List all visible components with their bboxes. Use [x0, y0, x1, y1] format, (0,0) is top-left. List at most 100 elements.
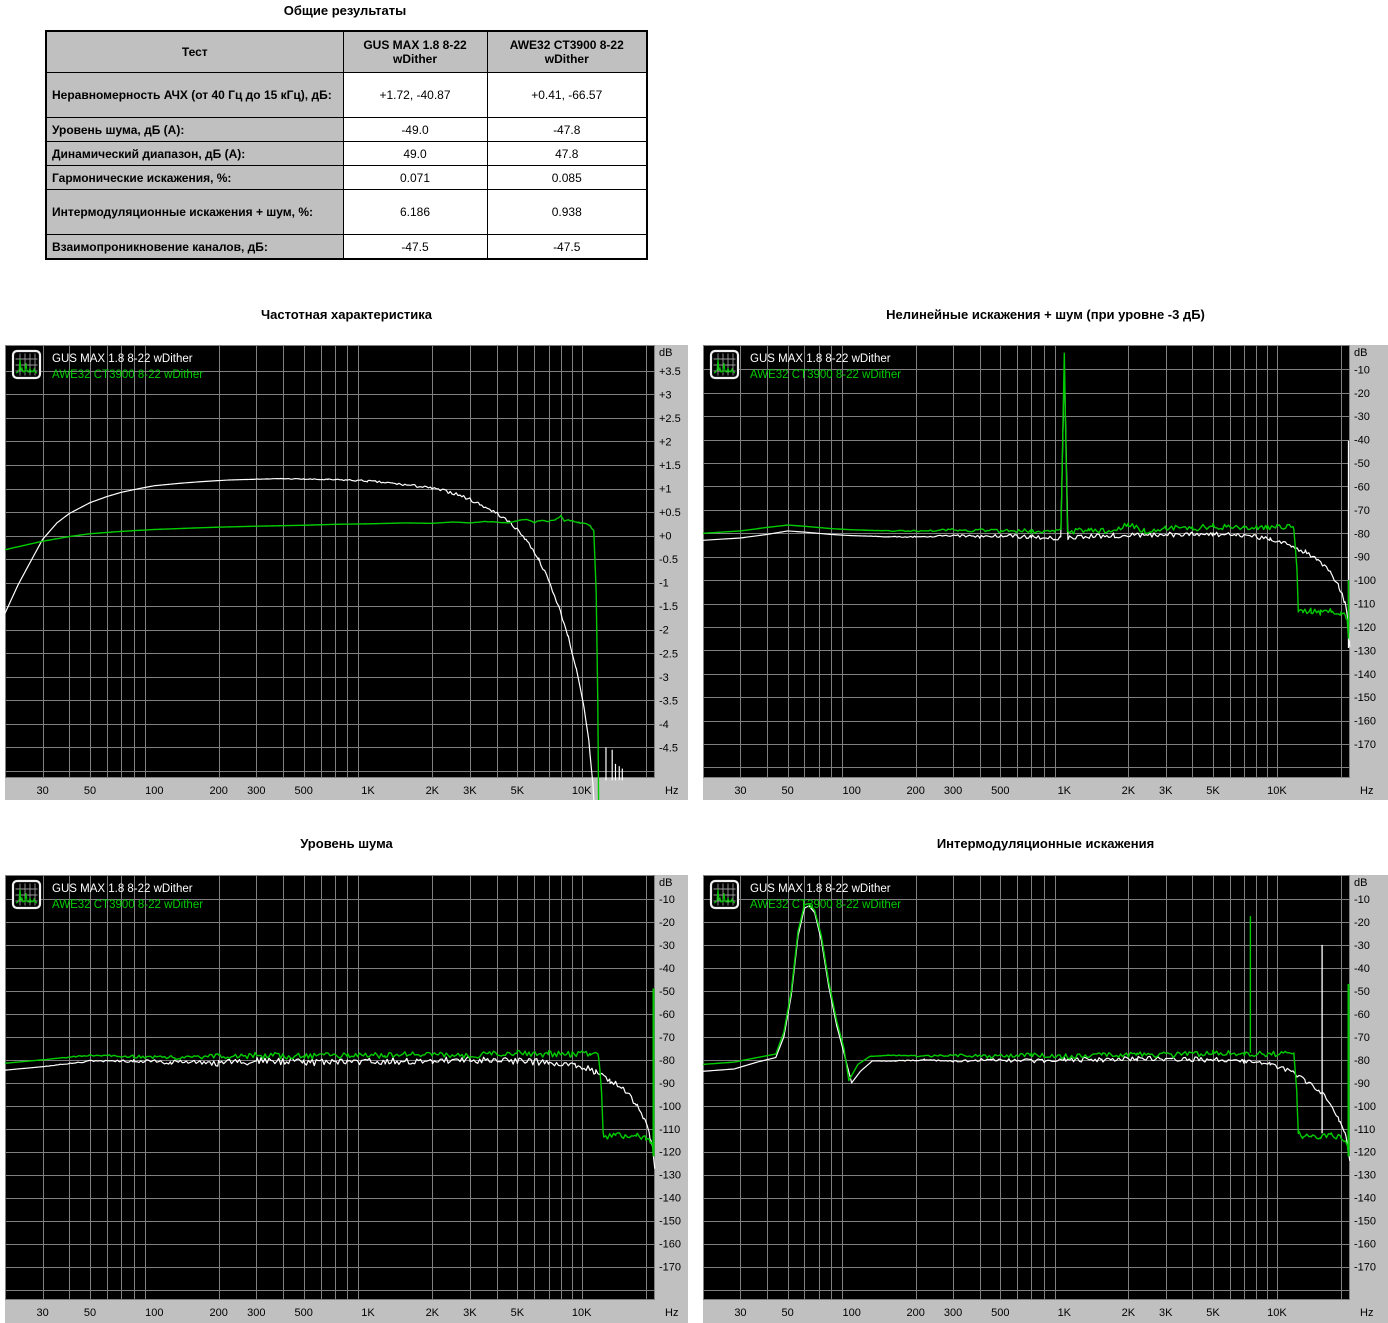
cell-value: -47.8	[486, 117, 648, 142]
x-tick-label: 3K	[1159, 785, 1173, 797]
cell-value: -49.0	[342, 117, 488, 142]
y-axis-gutter	[655, 345, 688, 800]
x-axis-unit-label: Hz	[1360, 785, 1373, 797]
legend-series-2-label: AWE32 CT3900 8-22 wDither	[750, 899, 901, 911]
y-tick-label: +3.5	[659, 366, 681, 378]
results-table: Тест GUS MAX 1.8 8-22 wDither AWE32 CT39…	[45, 30, 648, 260]
y-tick-label: -80	[1354, 1055, 1370, 1067]
x-tick-label: 200	[906, 1307, 924, 1319]
y-axis-unit-label: dB	[659, 877, 672, 889]
plot-area	[5, 345, 655, 778]
x-tick-label: 2K	[1122, 1307, 1136, 1319]
results-table-title: Общие результаты	[283, 3, 407, 18]
y-tick-label: -50	[1354, 458, 1370, 470]
chart-noise-level: GUS MAX 1.8 8-22 wDither AWE32 CT3900 8-2…	[4, 875, 688, 1323]
x-tick-label: 10K	[572, 1307, 592, 1319]
x-tick-label: 200	[209, 1307, 227, 1319]
cell-value: 0.085	[486, 165, 648, 190]
results-table-body: Неравномерность АЧХ (от 40 Гц до 15 кГц)…	[45, 72, 648, 260]
plot-area	[5, 875, 655, 1300]
y-tick-label: -20	[659, 917, 675, 929]
y-tick-label: +2.5	[659, 413, 681, 425]
legend: GUS MAX 1.8 8-22 wDither AWE32 CT3900 8-2…	[52, 353, 203, 381]
y-tick-label: -110	[1354, 1124, 1375, 1136]
x-tick-label: 300	[944, 1307, 962, 1319]
y-tick-label: +0.5	[659, 507, 681, 519]
y-tick-label: -2.5	[659, 648, 678, 660]
y-tick-label: -170	[1354, 739, 1376, 751]
grid-lines	[5, 875, 655, 1300]
y-tick-label: -90	[1354, 1078, 1370, 1090]
x-tick-label: 5K	[1206, 1307, 1220, 1319]
x-tick-label: 5K	[511, 1307, 525, 1319]
x-tick-label: 3K	[1159, 1307, 1173, 1319]
y-tick-label: -30	[659, 940, 675, 952]
legend-spectrum-icon	[11, 879, 42, 910]
y-axis-unit-label: dB	[1354, 347, 1367, 359]
x-tick-label: 300	[944, 785, 962, 797]
x-tick-label: 500	[294, 785, 312, 797]
x-axis-labels: 30 50 100 200 300 500 1K 2K 3K 5K 10K Hz	[36, 785, 678, 797]
x-tick-label: 30	[734, 1307, 746, 1319]
x-tick-label: 100	[842, 785, 860, 797]
y-tick-label: -4	[659, 719, 669, 731]
y-tick-label: +3	[659, 389, 672, 401]
row-label: Неравномерность АЧХ (от 40 Гц до 15 кГц)…	[45, 72, 344, 118]
y-tick-label: -50	[1354, 986, 1370, 998]
legend: GUS MAX 1.8 8-22 wDither AWE32 CT3900 8-2…	[750, 353, 901, 381]
x-axis-gutter	[5, 1300, 688, 1323]
x-tick-label: 500	[991, 1307, 1009, 1319]
table-row: Взаимопроникновение каналов, дБ: -47.5 -47…	[45, 234, 648, 260]
spectrum-plot-svg: GUS MAX 1.8 8-22 wDither AWE32 CT3900 8-2…	[702, 875, 1388, 1323]
y-tick-label: -40	[659, 963, 675, 975]
y-tick-label: -10	[659, 894, 675, 906]
table-row: Гармонические искажения, %: 0.071 0.085	[45, 165, 648, 190]
x-axis-unit-label: Hz	[665, 785, 678, 797]
x-axis-labels: 30 50 100 200 300 500 1K 2K 3K 5K 10K Hz	[734, 785, 1373, 797]
y-tick-label: +1.5	[659, 460, 681, 472]
y-tick-label: -120	[1354, 1147, 1376, 1159]
results-table-head: Тест GUS MAX 1.8 8-22 wDither AWE32 CT39…	[45, 30, 648, 73]
legend-spectrum-icon	[11, 349, 42, 380]
y-tick-label: -140	[659, 1193, 681, 1205]
y-tick-label: -40	[1354, 963, 1370, 975]
x-axis-gutter	[5, 778, 688, 800]
x-tick-label: 200	[209, 785, 227, 797]
x-tick-label: 10K	[1267, 785, 1287, 797]
series-curve-white	[4, 1056, 656, 1169]
chart-title-thd-noise: Нелинейные искажения + шум (при уровне -…	[886, 307, 1205, 322]
cell-value: +0.41, -66.57	[486, 72, 648, 118]
y-axis-labels: dB -10 -20 -30 -40 -50 -60 -70 -80 -90 -100 -110 -12…	[659, 877, 681, 1274]
y-tick-label: -80	[659, 1055, 675, 1067]
cell-value: 6.186	[342, 189, 488, 235]
y-tick-label: -170	[1354, 1262, 1376, 1274]
y-tick-label: -20	[1354, 917, 1370, 929]
y-axis-unit-label: dB	[659, 347, 672, 359]
x-tick-label: 3K	[463, 1307, 477, 1319]
x-tick-label: 3K	[463, 785, 477, 797]
x-tick-label: 300	[247, 1307, 265, 1319]
x-tick-label: 500	[294, 1307, 312, 1319]
grid-lines	[703, 345, 1350, 778]
y-tick-label: +0	[659, 531, 672, 543]
x-tick-label: 2K	[426, 785, 440, 797]
plot-area	[703, 875, 1350, 1300]
chart-thd-noise: GUS MAX 1.8 8-22 wDither AWE32 CT3900 8-2…	[702, 345, 1388, 805]
series-curve-green	[702, 352, 1350, 641]
y-tick-label: -130	[659, 1170, 681, 1182]
chart-imd: GUS MAX 1.8 8-22 wDither AWE32 CT3900 8-2…	[702, 875, 1388, 1323]
legend-spectrum-icon	[709, 879, 740, 910]
legend-series-1-label: GUS MAX 1.8 8-22 wDither	[52, 883, 193, 895]
y-tick-label: -70	[659, 1032, 675, 1044]
plot-border	[703, 345, 1350, 778]
y-tick-label: +1	[659, 484, 672, 496]
grid-lines	[703, 875, 1350, 1300]
y-tick-label: -1.5	[659, 601, 678, 613]
row-label: Интермодуляционные искажения + шум, %:	[45, 189, 344, 235]
y-tick-label: -30	[1354, 940, 1370, 952]
x-tick-label: 1K	[361, 785, 375, 797]
y-tick-label: -140	[1354, 669, 1376, 681]
legend-series-1-label: GUS MAX 1.8 8-22 wDither	[52, 353, 193, 365]
row-label: Гармонические искажения, %:	[45, 165, 344, 190]
y-tick-label: -30	[1354, 411, 1370, 423]
